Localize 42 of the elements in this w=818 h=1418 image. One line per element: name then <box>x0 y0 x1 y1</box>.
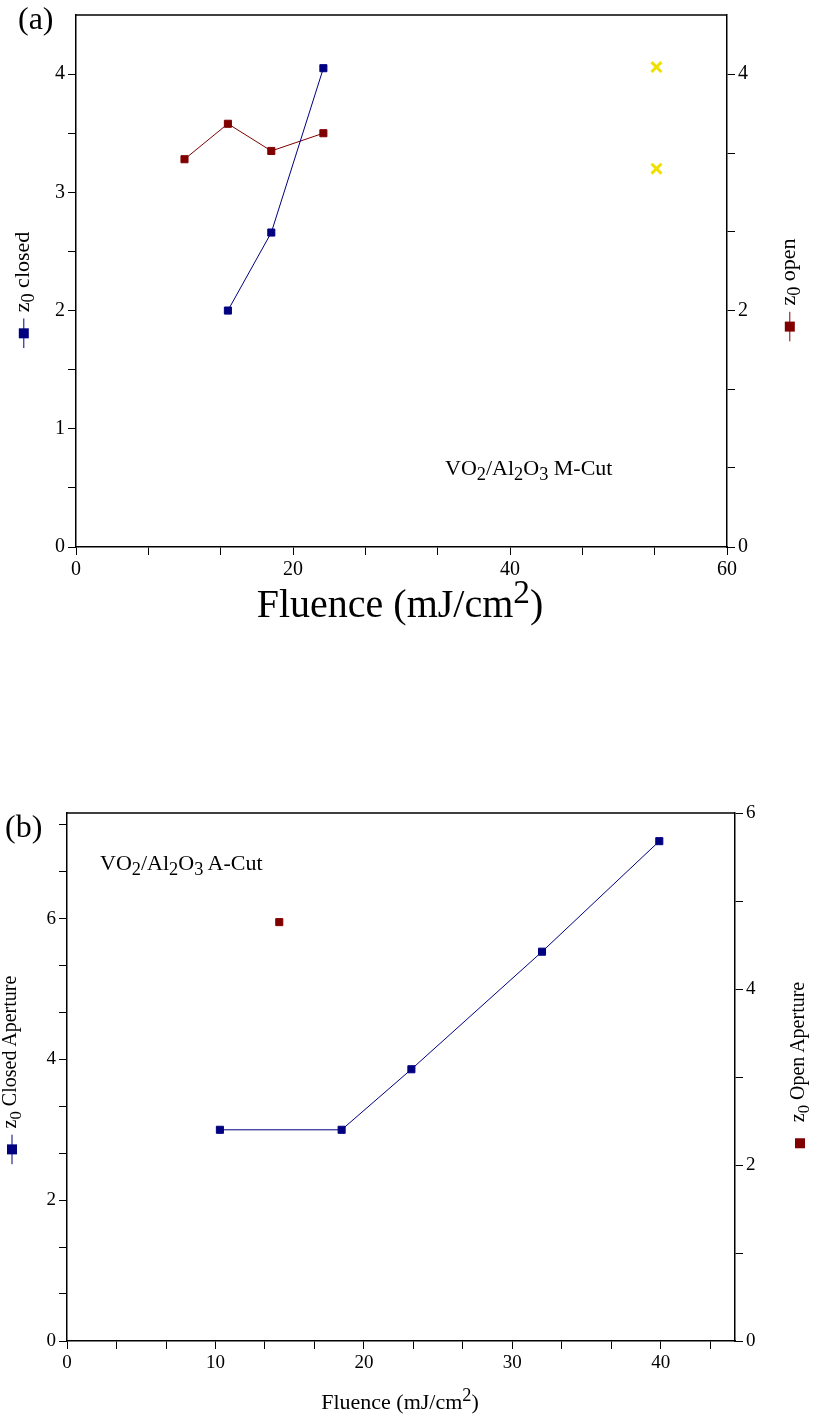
x-tick-label: 40 <box>651 1351 671 1373</box>
y-tick-label: 2 <box>55 297 65 320</box>
x-tick-label: 20 <box>354 1351 374 1373</box>
point <box>267 146 276 155</box>
y-tick-label: 0 <box>46 1328 56 1350</box>
x-tick-label: 60 <box>717 557 737 580</box>
y-tick-label: 4 <box>55 61 65 84</box>
y2-tick-label: 0 <box>738 534 748 557</box>
point <box>650 60 663 74</box>
point <box>319 129 328 138</box>
y2-tick-label: 2 <box>746 1152 756 1174</box>
point <box>655 837 664 846</box>
point <box>223 306 232 315</box>
y-tick-label: 0 <box>55 534 65 557</box>
y2-tick-label: 2 <box>738 297 748 320</box>
point <box>337 1125 346 1134</box>
y-tick-label: 1 <box>55 416 65 439</box>
y-tick-label: 2 <box>46 1188 56 1210</box>
y2-tick-label: 4 <box>746 976 756 998</box>
point <box>267 228 276 237</box>
x-tick-label: 10 <box>205 1351 225 1373</box>
point <box>650 162 663 176</box>
y-tick-label: 6 <box>46 906 56 928</box>
point <box>223 119 232 128</box>
point <box>537 947 547 956</box>
y2-tick-label: 6 <box>746 800 756 822</box>
annotation: VO$_{2}$/Al$_{2}$O$_{3}$ M-Cut <box>445 455 613 486</box>
x-tick-label: 0 <box>71 557 81 580</box>
point <box>215 1125 224 1134</box>
y2-tick-label: 0 <box>746 1328 756 1350</box>
y-tick-label: 3 <box>55 179 65 202</box>
y2-tick-label: 4 <box>738 61 748 84</box>
y-tick-label: 4 <box>46 1047 57 1069</box>
point <box>180 155 189 164</box>
x-tick-label: 30 <box>502 1351 522 1373</box>
text: (b) <box>5 808 43 845</box>
x-axis-title: Fluence (mJ/cm$^{2}$) <box>321 1384 479 1416</box>
text: (a) <box>18 0 54 37</box>
point <box>319 64 328 73</box>
annotation: VO$_{2}$/Al$_{2}$O$_{3}$ A-Cut <box>100 850 263 881</box>
point <box>407 1065 416 1074</box>
x-tick-label: 40 <box>500 557 520 580</box>
